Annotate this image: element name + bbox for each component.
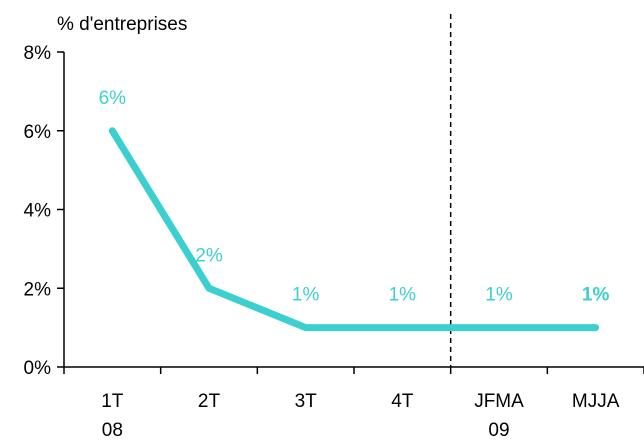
data-label: 6% (99, 88, 127, 109)
y-tick-label: 4% (24, 201, 52, 222)
data-label: 2% (195, 245, 223, 266)
x-tick-label: 1T (101, 391, 124, 412)
series-line (112, 131, 595, 328)
y-tick-label: 0% (24, 358, 52, 379)
data-label: 1% (582, 285, 610, 306)
y-axis-title: % d'entreprises (57, 14, 187, 35)
data-label: 1% (485, 285, 513, 306)
x-tick-label-year: 09 (488, 420, 509, 441)
x-tick-label: MJJA (572, 391, 620, 412)
data-label: 1% (389, 285, 417, 306)
x-tick-label: 4T (391, 391, 414, 412)
x-tick-label: 2T (198, 391, 221, 412)
y-tick-label: 8% (24, 43, 52, 64)
y-tick-label: 6% (24, 122, 52, 143)
data-label: 1% (292, 285, 320, 306)
x-tick-label: 3T (295, 391, 318, 412)
x-tick-label-year: 08 (102, 420, 123, 441)
y-tick-label: 2% (24, 279, 52, 300)
x-tick-label: JFMA (474, 391, 524, 412)
